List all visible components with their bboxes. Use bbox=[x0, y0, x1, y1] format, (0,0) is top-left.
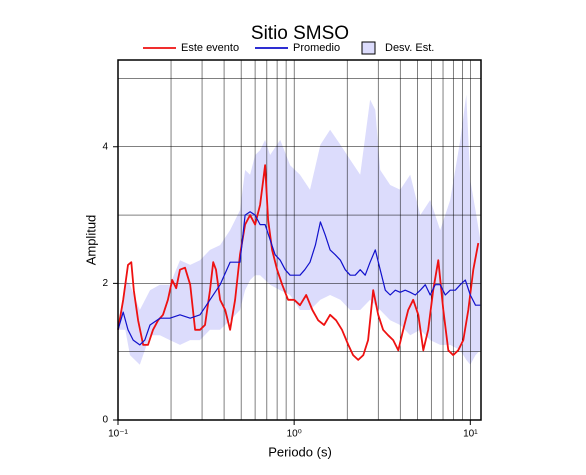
y-tick-label: 0 bbox=[102, 415, 108, 426]
legend-swatch bbox=[361, 41, 376, 55]
y-tick-label: 4 bbox=[102, 141, 108, 152]
series-line bbox=[117, 211, 481, 346]
y-tick-label: 2 bbox=[102, 278, 108, 289]
x-axis-label: Periodo (s) bbox=[268, 444, 332, 459]
x-tick-label: 10¹ bbox=[463, 429, 478, 440]
y-axis-label: Amplitud bbox=[83, 215, 98, 266]
legend-label: Desv. Est. bbox=[385, 42, 434, 54]
legend-label: Promedio bbox=[293, 42, 340, 54]
legend-label: Este evento bbox=[181, 42, 239, 54]
std-band bbox=[118, 94, 481, 365]
x-tick-label: 10⁻¹ bbox=[108, 429, 128, 440]
plot-frame bbox=[117, 59, 482, 421]
chart-title: Sitio SMSO bbox=[251, 23, 349, 44]
series-line bbox=[117, 164, 480, 361]
x-tick-label: 10⁰ bbox=[287, 429, 302, 440]
